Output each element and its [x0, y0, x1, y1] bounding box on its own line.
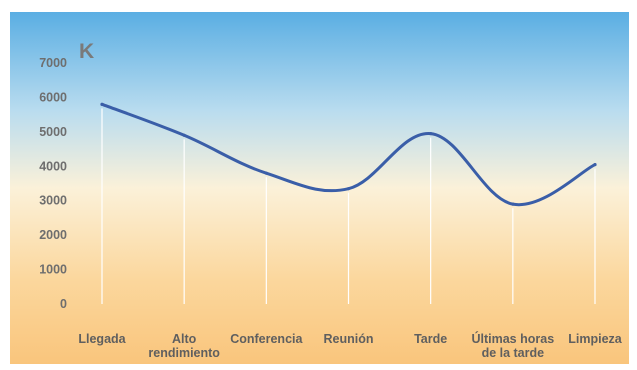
unit-label: K — [79, 40, 95, 63]
data-point — [264, 171, 268, 175]
y-tick-label: 0 — [60, 297, 67, 311]
data-point — [593, 162, 597, 167]
chart-area: K 0 1000 2000 3000 4000 5000 6000 7000 Llegada Al… — [10, 12, 629, 364]
x-category-label: Limpieza — [568, 332, 623, 346]
data-point — [182, 133, 186, 137]
data-point — [346, 187, 351, 191]
y-tick-label: 3000 — [39, 194, 67, 208]
y-tick-label: 2000 — [39, 228, 67, 242]
y-tick-label: 5000 — [39, 125, 67, 139]
y-tick-label: 7000 — [39, 56, 67, 70]
x-category-label: Tarde — [414, 332, 447, 346]
x-category-label: Últimas horas de la tarde — [471, 331, 554, 360]
data-point — [511, 202, 515, 206]
x-category-label: Llegada — [78, 332, 126, 346]
y-tick-label: 6000 — [39, 90, 67, 104]
y-tick-label: 4000 — [39, 159, 67, 173]
x-category-label: Alto rendimiento — [148, 332, 220, 360]
data-point — [429, 131, 433, 136]
y-tick-label: 1000 — [39, 263, 67, 277]
line-chart: 0 1000 2000 3000 4000 5000 6000 7000 Llegada Alto… — [39, 56, 623, 360]
x-category-label: Reunión — [324, 332, 374, 346]
data-point — [100, 102, 104, 106]
x-category-label: Conferencia — [230, 332, 303, 346]
